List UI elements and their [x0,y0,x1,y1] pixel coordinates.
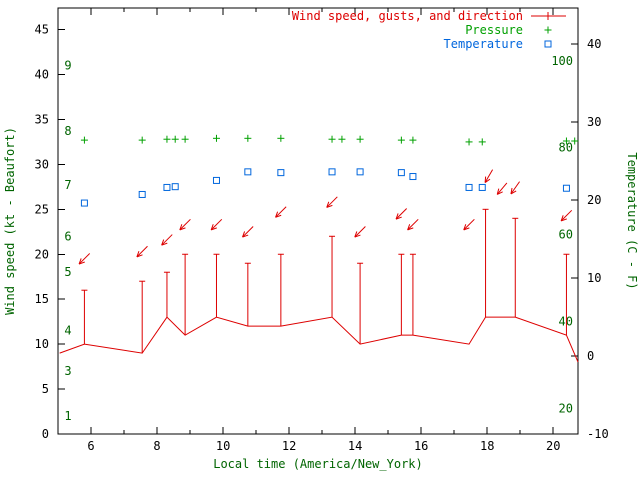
wind-speed-line [59,316,579,363]
right-tick-label: -10 [587,427,609,441]
wind-direction-arrow [275,206,287,218]
wind-direction-arrow [407,218,419,231]
beaufort-label: 9 [64,59,71,73]
wind-direction-arrow [179,218,191,231]
legend-sample-wind [531,12,566,20]
legend-label-pressure: Pressure [465,23,523,37]
beaufort-label: 6 [64,229,71,243]
right-tick-label: 20 [587,193,601,207]
x-tick-label: 18 [480,439,494,453]
beaufort-label: 3 [64,364,71,378]
x-tick-label: 14 [348,439,362,453]
wind-direction-arrow [484,169,494,183]
x-tick-label: 20 [546,439,560,453]
beaufort-label: 1 [64,409,71,423]
fahrenheit-label: 60 [559,227,573,241]
right-tick-label: 30 [587,115,601,129]
axis-titles: Local time (America/New_York) Wind speed … [3,127,639,471]
beaufort-label: 5 [64,265,71,279]
left-tick-label: 40 [35,68,49,82]
beaufort-label: 8 [64,124,71,138]
left-tick-label: 20 [35,247,49,261]
left-tick-label: 0 [42,427,49,441]
wind-series [59,208,579,363]
axes [57,7,579,435]
right-tick-label: 10 [587,271,601,285]
plot-border [57,7,579,435]
wind-direction-arrow [242,226,254,238]
x-tick-label: 6 [87,439,94,453]
fahrenheit-label: 80 [559,141,573,155]
wind-direction-arrow [136,245,148,258]
right-tick-label: 40 [587,37,601,51]
left-tick-label: 15 [35,292,49,306]
legend: Wind speed, gusts, and directionPressure… [292,9,566,51]
wind-direction-arrow [496,182,508,195]
temperature-series [80,168,570,207]
wind-direction-arrows [78,169,573,265]
wind-direction-arrow [161,234,173,246]
fahrenheit-label: 20 [559,401,573,415]
left-axis-title: Wind speed (kt - Beaufort) [3,127,17,315]
beaufort-scale-labels: 1 3 4 5 6 7 8 9 [64,59,71,424]
right-axis-title: Temperature (C - F) [625,152,639,289]
wind-direction-arrow [510,181,520,195]
left-tick-label: 30 [35,157,49,171]
left-tick-label: 10 [35,337,49,351]
wind-direction-arrow [326,196,338,208]
wind-direction-arrow [210,218,223,231]
x-axis-title: Local time (America/New_York) [213,457,423,471]
legend-label-wind: Wind speed, gusts, and direction [292,9,523,23]
wind-direction-arrow [463,218,475,231]
pressure-series [80,134,579,146]
left-tick-label: 35 [35,112,49,126]
x-tick-label: 16 [414,439,428,453]
beaufort-label: 4 [64,324,71,338]
x-tick-label: 12 [282,439,296,453]
wind-direction-arrow [354,226,366,238]
left-tick-label: 25 [35,202,49,216]
x-tick-label: 10 [216,439,230,453]
left-tick-label: 5 [42,382,49,396]
legend-label-temperature: Temperature [444,37,523,51]
beaufort-label: 7 [64,178,71,192]
x-tick-label: 8 [153,439,160,453]
fahrenheit-scale-labels: 20 40 60 80 100 [551,54,573,415]
left-tick-label: 45 [35,23,49,37]
wind-direction-arrow [78,253,91,265]
tick-labels: 6 8 10 12 14 16 18 20051015202530354045-1001020… [35,23,609,453]
fahrenheit-label: 40 [559,315,573,329]
right-tick-label: 0 [587,349,594,363]
fahrenheit-label: 100 [551,54,573,68]
wind-direction-arrow [560,209,573,222]
wind-direction-arrow [395,208,408,220]
